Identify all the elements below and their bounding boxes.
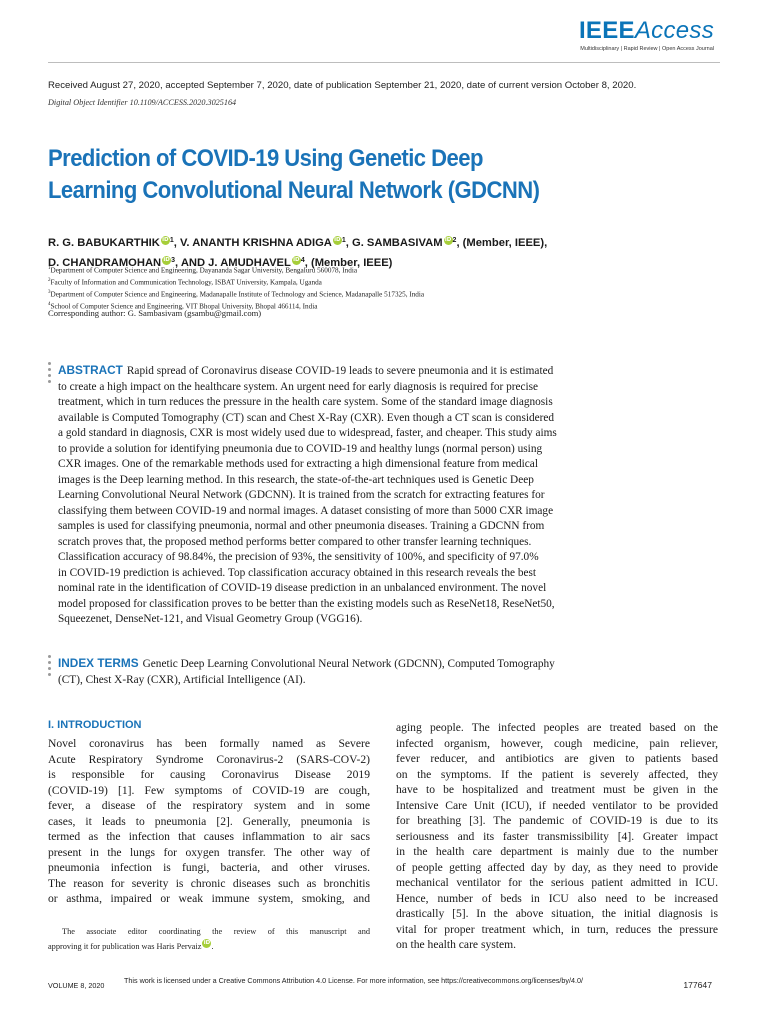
body-line: Novel coronavirus has been formally name… [48, 737, 370, 750]
body-line: termed as the infection that causes infl… [48, 830, 370, 843]
body-line: of people getting affected day by day, a… [396, 860, 718, 874]
orcid-icon[interactable]: iD [202, 939, 212, 948]
body-line: fever reducer, and antibiotics are given… [396, 752, 718, 765]
abstract-label: ABSTRACT [58, 363, 123, 377]
body-line: cases, it leads to pneumonia [2]. Genera… [48, 814, 370, 828]
body-line: for breathing [3]. The pandemic of COVID… [396, 814, 718, 827]
author-line-2: D. CHANDRAMOHAN iD3, AND J. AMUDHAVEL iD4,… [48, 252, 728, 272]
affiliation-ref: 2 [452, 237, 457, 244]
body-line: fever, a disease of the respiratory syst… [48, 799, 370, 812]
author-list: R. G. BABUKARTHIK iD1, V. ANANTH KRISHNA … [48, 232, 728, 272]
abstract-line: to provide a solution for identifying pn… [58, 442, 543, 455]
abstract-line: Squeezenet, DenseNet-121, and Visual Geo… [58, 613, 363, 625]
journal-brand: IEEEAccess [578, 17, 714, 44]
author-name: , AND J. AMUDHAVEL [175, 257, 291, 269]
abstract-line: Learning Convolutional Neural Network (G… [58, 489, 545, 501]
affiliation-item: 1Department of Computer Science and Engi… [48, 266, 358, 275]
affiliation-item: 4School of Computer Science and Engineer… [48, 301, 318, 311]
abstract: ABSTRACT Rapid spread of Coronavirus dise… [58, 363, 728, 628]
received-dates: Received August 27, 2020, accepted Septe… [48, 80, 637, 91]
affiliation-ref: 3 [171, 257, 176, 264]
body-line: in the health care department is mainly … [396, 845, 718, 858]
orcid-icon[interactable]: iD [160, 236, 170, 245]
body-line: mechanical ventilator for the serious pa… [396, 876, 718, 889]
affiliation-ref: 1 [169, 237, 174, 244]
index-terms-line: (CT), Chest X-Ray (CXR), Artificial Inte… [58, 673, 306, 686]
footer-volume: VOLUME 8, 2020 [48, 981, 105, 990]
abstract-line: images is the Deep learning method. In t… [58, 473, 534, 486]
journal-logo: IEEEAccess Multidisciplinary | Rapid Rev… [578, 17, 714, 53]
abstract-line: classifying them between COVID-19 and no… [58, 504, 554, 517]
author-name: , V. ANANTH KRISHNA ADIGA [173, 237, 332, 249]
page-number: 177647 [683, 980, 712, 990]
body-line: is responsible for causing Coronavirus D… [48, 768, 370, 781]
title-line-1: Prediction of COVID-19 Using Genetic Dee… [48, 145, 483, 172]
author-name: , G. SAMBASIVAM [345, 237, 443, 249]
body-line: The reason for severity is chronic disea… [48, 876, 370, 890]
body-line: Hence, number of beds in ICU also need t… [396, 891, 718, 905]
body-line: (COVID-19) [1]. Few symptoms of COVID-19… [48, 783, 370, 797]
abstract-line: CXR images. One of the remarkable method… [58, 458, 538, 470]
orcid-icon[interactable]: iD [162, 256, 172, 265]
orcid-icon[interactable]: iD [332, 236, 342, 245]
affiliation-ref: 4 [300, 257, 305, 264]
intro-right-column: aging people. The infected peoples are t… [396, 720, 718, 953]
editor-footnote: The associate editor coordinating the re… [48, 924, 370, 954]
title-line-2: Learning Convolutional Neural Network (G… [48, 177, 540, 204]
body-line: or asthma, impaired or weak immune syste… [48, 892, 370, 905]
index-terms-dots-icon [48, 655, 51, 679]
author-membership: , (Member, IEEE) [304, 257, 393, 269]
body-line: drastically [5]. In the above situation,… [396, 907, 718, 920]
corresponding-author: Corresponding author: G. Sambasivam (gsa… [48, 308, 262, 318]
abstract-dots-icon [48, 362, 51, 386]
body-line: have to be hospitalized and treatment mu… [396, 783, 718, 796]
index-terms-label: INDEX TERMS [58, 656, 139, 670]
affiliation-item: 3Department of Computer Science and Engi… [48, 289, 425, 299]
affiliation-ref: 1 [341, 237, 346, 244]
abstract-line: treatment, which in turn reduces the pre… [58, 396, 553, 408]
body-line: present in the lungs for oxygen transfer… [48, 845, 370, 859]
author-line-1: R. G. BABUKARTHIK iD1, V. ANANTH KRISHNA … [48, 232, 728, 252]
body-line: pneumonia infection is fungi, bacteria, … [48, 861, 370, 874]
orcid-icon[interactable]: iD [291, 256, 301, 265]
body-line: Acute Respiratory Syndrome Coronavirus-2… [48, 752, 370, 766]
footnote-line: The associate editor coordinating the re… [62, 927, 370, 936]
body-line: vital for proper treatment which, in tur… [396, 922, 718, 936]
abstract-line: nominal rate in the identification of CO… [58, 582, 547, 594]
section-heading: I. INTRODUCTION [48, 719, 142, 731]
abstract-line: to create a high impact on the healthcar… [58, 380, 539, 393]
body-line: seriousness and its faster transmissibil… [396, 829, 718, 843]
abstract-line: model proposed for classification proves… [58, 597, 555, 610]
header-divider [48, 62, 720, 63]
doi-identifier: Digital Object Identifier 10.1109/ACCESS… [48, 98, 237, 107]
abstract-line: scratch proves that, the proposed method… [58, 535, 532, 548]
body-line: on the health care system. [396, 938, 517, 951]
author-membership: , (Member, IEEE), [456, 237, 548, 249]
abstract-line: in COVID-19 prediction is achieved. Top … [58, 566, 537, 579]
body-line: infected organism, however, cough medici… [396, 736, 718, 750]
footnote-line: approving it for publication was Haris P… [48, 939, 214, 951]
author-name: D. CHANDRAMOHAN [48, 257, 162, 269]
footer-license: This work is licensed under a Creative C… [124, 976, 584, 985]
paper-title: Prediction of COVID-19 Using Genetic Dee… [48, 143, 642, 207]
affiliation-item: 2Faculty of Information and Communicatio… [48, 277, 322, 287]
abstract-line: Classification accuracy of 98.84%, the p… [58, 551, 539, 563]
affiliations: 1Department of Computer Science and Engi… [48, 264, 424, 312]
index-terms-line: INDEX TERMS Genetic Deep Learning Convolu… [58, 656, 555, 670]
orcid-icon[interactable]: iD [443, 236, 453, 245]
index-terms: INDEX TERMS Genetic Deep Learning Convolu… [58, 656, 728, 688]
abstract-line: samples is used for classifying pneumoni… [58, 520, 545, 532]
abstract-line: ABSTRACT Rapid spread of Coronavirus dise… [58, 363, 554, 377]
author-name: R. G. BABUKARTHIK [48, 237, 160, 249]
body-line: aging people. The infected peoples are t… [396, 721, 718, 734]
body-line: on the symptoms. If the patient is sever… [396, 767, 718, 781]
intro-left-column: Novel coronavirus has been formally name… [48, 736, 370, 907]
abstract-line: a gold standard in diagnosis, CXR is mos… [58, 427, 557, 439]
body-line: Intensive Care Unit (ICU), if needed ven… [396, 798, 718, 812]
abstract-line: available is Computed Tomography (CT) sc… [58, 411, 555, 424]
journal-tagline: Multidisciplinary | Rapid Review | Open … [580, 46, 714, 52]
